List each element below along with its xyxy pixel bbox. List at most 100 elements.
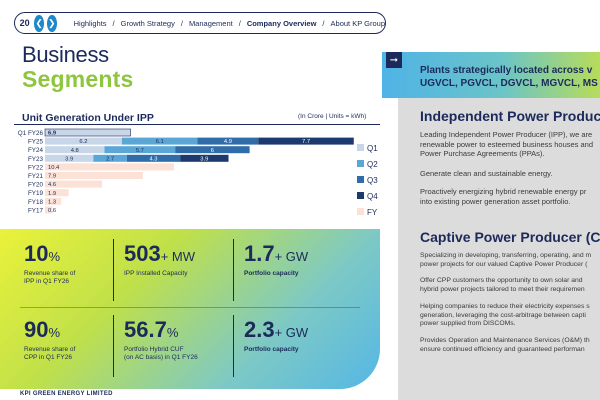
legend-label: Q2 [367,160,378,169]
right-panel [398,96,600,400]
metric-divider [233,315,234,377]
text-line: Helping companies to reduce their electr… [420,303,590,310]
metric-value: 56.7 [124,317,167,342]
data-label: 6 [211,148,214,154]
category-label: FY19 [28,190,44,197]
text-line: into existing power generation asset por… [420,196,571,206]
data-label: 0.6 [48,208,56,214]
metric-label: CPP in Q1 FY26 [24,354,72,361]
bar-segment [45,154,94,162]
text-line: renewable power to esteemed business hou… [420,139,594,149]
category-label: FY24 [28,147,44,154]
text-line: Leading Independent Power Producer (IPP)… [420,130,593,139]
top-navigation: 20 ❮ ❯ Highlights / Growth Strategy / Ma… [14,12,386,34]
legend-label: FY [367,208,378,217]
legend-swatch [357,160,364,167]
metric-ipp-installed-capacity: 503+ MW IPP Installed Capacity [124,241,195,278]
legend-label: Q4 [367,192,378,201]
metric-unit: + GW [274,325,309,340]
metric-ipp-revenue-share: 10% Revenue share of IPP in Q1 FY26 [24,241,75,286]
metric-portfolio-capacity-ipp: 1.7+ GW Portfolio capacity [244,241,308,278]
text-line: Power Purchase Agreements (PPAs). [420,149,545,158]
category-label: FY17 [28,207,44,214]
metric-divider [233,239,234,301]
page-number: 20 [19,18,30,28]
ipp-paragraph: Generate clean and sustainable energy. [420,169,552,179]
data-label: 4.6 [48,182,56,188]
legend-label: Q1 [367,144,378,153]
bar-segment [45,206,53,214]
metric-portfolio-capacity-cpp: 2.3+ GW Portfolio capacity [244,317,308,354]
breadcrumb-growth-strategy[interactable]: Growth Strategy [120,18,175,28]
ipp-paragraph: Proactively energizing hybrid renewable … [420,187,586,206]
metric-label: Portfolio capacity [244,346,299,353]
breadcrumb: Highlights / Growth Strategy / Managemen… [74,19,385,28]
breadcrumb-separator: / [180,18,183,28]
data-label: 10.4 [48,165,60,171]
text-line: power supplied from DISCOMs. [420,320,516,327]
metric-value: 90 [24,317,49,342]
metric-value: 503 [124,241,161,266]
bar-segment [104,146,176,154]
banner-line: UGVCL, PGVCL, DGVCL, MGVCL, MS [420,78,598,89]
metric-unit: + GW [274,249,309,264]
metric-value: 1.7 [244,241,275,266]
metric-label: Portfolio capacity [244,270,299,277]
page-title-line1: Business [22,42,109,67]
chevron-right-icon[interactable]: ❯ [46,14,57,32]
category-label: FY22 [28,164,44,171]
legend-swatch [357,192,364,199]
data-label: 4.9 [224,139,232,145]
bar-segment [45,172,143,179]
category-label: FY18 [28,199,44,206]
metric-label: Revenue share of [24,270,76,277]
metric-divider [113,315,114,377]
metric-value: 10 [24,241,49,266]
category-label: Q1 FY26 [18,130,44,137]
ipp-heading: Independent Power Produc [420,108,600,124]
legend-label: Q3 [367,176,378,185]
breadcrumb-company-overview[interactable]: Company Overview [246,18,317,28]
metric-label: (on AC basis) in Q1 FY26 [124,354,198,361]
chevron-left-icon[interactable]: ❮ [34,14,44,32]
breadcrumb-management[interactable]: Management [188,18,233,28]
data-label: 6.1 [156,139,164,145]
text-line: Proactively energizing hybrid renewable … [420,187,587,196]
metric-hybrid-cuf: 56.7% Portfolio Hybrid CUF (on AC basis) … [124,317,198,362]
breadcrumb-separator: / [322,18,325,28]
category-label: FY23 [28,156,44,163]
metric-label: Portfolio Hybrid CUF [124,346,184,353]
metric-unit: % [166,325,179,340]
text-line: Provides Operation and Maintenance Servi… [420,337,590,344]
cpp-heading: Captive Power Producer (CP [420,229,600,245]
bar-segment [44,128,131,137]
breadcrumb-highlights[interactable]: Highlights [73,18,107,28]
data-label: 6.9 [48,131,57,137]
metric-unit: % [48,249,61,264]
data-label: 4.8 [71,148,79,154]
bar-segment [258,137,354,145]
text-line: Specializing in developing, transferring… [420,252,592,259]
legend-swatch [357,176,364,183]
metric-unit: + MW [160,249,196,264]
chart-unit-note: (In Crore | Units = kWh) [298,113,367,120]
bar-segment [45,180,103,188]
banner-line: Plants strategically located across v [420,65,593,76]
metric-cpp-revenue-share: 90% Revenue share of CPP in Q1 FY26 [24,317,75,362]
cpp-paragraph: Specializing in developing, transferring… [420,252,591,269]
arrow-right-icon[interactable]: ➞ [386,52,402,68]
breadcrumb-separator: / [238,18,241,28]
breadcrumb-about-kp-group[interactable]: About KP Group [330,18,385,28]
data-label: 3.9 [65,156,73,162]
cpp-paragraph: Offer CPP customers the opportunity to o… [420,277,585,294]
legend-swatch [357,208,364,215]
text-line: generation, leveraging the cost-arbitrag… [420,311,586,319]
data-label: 7.7 [302,139,310,145]
metric-value: 2.3 [244,317,275,342]
data-label: 3.9 [200,156,208,162]
data-label: 4.3 [149,156,157,162]
page-title-line2: Segments [22,66,134,92]
bar-segment [45,137,122,145]
text-line: Generate clean and sustainable energy. [420,169,553,178]
metric-unit: % [48,325,61,340]
